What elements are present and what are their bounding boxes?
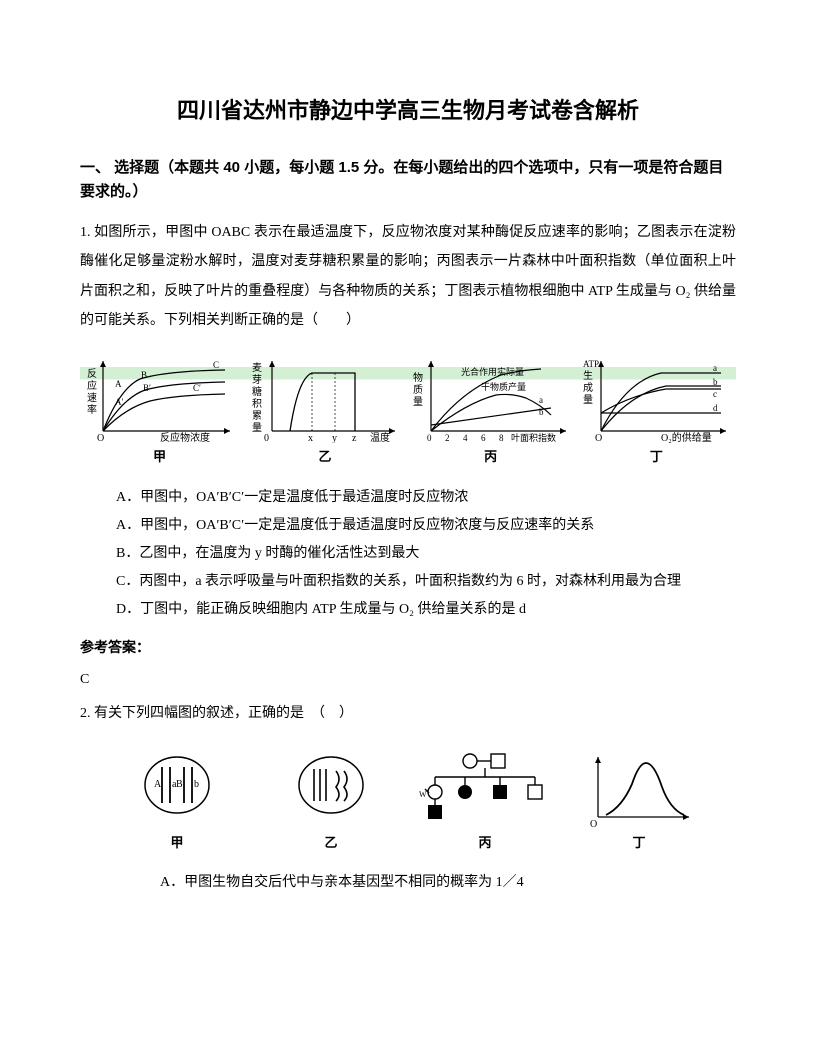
svg-text:a: a bbox=[539, 395, 543, 405]
question-2: 2. 有关下列四幅图的叙述，正确的是 （ ） A a B b 甲 bbox=[80, 699, 736, 897]
fig2-ding-caption: 丁 bbox=[562, 831, 716, 856]
svg-text:量: 量 bbox=[252, 422, 262, 434]
question-1: 1. 如图所示，甲图中 OABC 表示在最适温度下，反应物浓度对某种酶促反应速率… bbox=[80, 218, 736, 624]
section-header: 一、 选择题（本题共 40 小题，每小题 1.5 分。在每小题给出的四个选项中，… bbox=[80, 156, 736, 204]
q1-figures: 反 应 速 率 A B C A′ B′ C′ O 反应物浓度 甲 bbox=[80, 349, 736, 470]
q1-opt-a1: A．甲图中，OA′B′C′一定是温度低于最适温度时反应物浓 bbox=[102, 484, 736, 512]
svg-text:4: 4 bbox=[463, 433, 468, 443]
svg-text:2: 2 bbox=[445, 433, 450, 443]
svg-text:芽: 芽 bbox=[252, 373, 262, 386]
svg-text:物: 物 bbox=[413, 371, 423, 384]
q2-figures: A a B b 甲 乙 bbox=[80, 749, 736, 856]
svg-text:A′: A′ bbox=[115, 397, 123, 407]
svg-text:c: c bbox=[713, 389, 717, 399]
svg-text:ATP: ATP bbox=[583, 359, 599, 369]
svg-text:O₂的供给量: O₂的供给量 bbox=[661, 431, 712, 443]
svg-text:麦: 麦 bbox=[252, 362, 262, 374]
q1-opt-a2: A．甲图中，OA′B′C′一定是温度低于最适温度时反应物浓度与反应速率的关系 bbox=[102, 512, 736, 540]
q1-opt-d: D．丁图中，能正确反映细胞内 ATP 生成量与 O₂ 供给量关系的是 d bbox=[102, 596, 736, 624]
svg-text:B: B bbox=[176, 779, 183, 790]
svg-text:C′: C′ bbox=[193, 383, 201, 393]
svg-text:率: 率 bbox=[87, 403, 97, 416]
fig2-jia-caption: 甲 bbox=[100, 831, 254, 856]
fig2-yi: 乙 bbox=[254, 749, 408, 856]
svg-text:a: a bbox=[713, 363, 717, 373]
svg-text:成: 成 bbox=[583, 382, 593, 394]
svg-text:速: 速 bbox=[87, 392, 97, 404]
svg-text:0: 0 bbox=[264, 433, 269, 443]
svg-text:干物质产量: 干物质产量 bbox=[481, 381, 526, 392]
svg-text:积: 积 bbox=[252, 398, 262, 410]
svg-text:A: A bbox=[154, 779, 162, 790]
q1-answer: C bbox=[80, 667, 736, 694]
svg-text:C: C bbox=[213, 360, 219, 370]
svg-text:光合作用实际量: 光合作用实际量 bbox=[461, 366, 524, 377]
svg-text:0: 0 bbox=[427, 433, 432, 443]
svg-text:8: 8 bbox=[499, 433, 504, 443]
svg-text:b: b bbox=[713, 377, 718, 387]
svg-text:应: 应 bbox=[87, 379, 97, 392]
page-title: 四川省达州市静边中学高三生物月考试卷含解析 bbox=[80, 90, 736, 132]
fig2-bing-caption: 丙 bbox=[408, 831, 562, 856]
fig-ding-caption: 丁 bbox=[577, 445, 736, 470]
svg-text:质: 质 bbox=[413, 384, 423, 396]
svg-text:6: 6 bbox=[481, 433, 486, 443]
svg-text:B: B bbox=[141, 370, 147, 380]
answer-label: 参考答案： bbox=[80, 634, 736, 661]
svg-text:B′: B′ bbox=[143, 383, 151, 393]
fig-ding: ATP 生 成 量 a b c d O O₂的供给量 丁 bbox=[577, 353, 736, 470]
fig-bing: 物 质 量 光合作用实际量 干物质产量 a b 0 2 4 6 8 叶面积指数 … bbox=[411, 353, 571, 470]
svg-text:b: b bbox=[539, 407, 544, 417]
svg-text:反应物浓度: 反应物浓度 bbox=[160, 431, 210, 443]
svg-text:O: O bbox=[97, 433, 104, 443]
q2-stem: 2. 有关下列四幅图的叙述，正确的是 （ ） bbox=[80, 699, 736, 728]
fig2-jia: A a B b 甲 bbox=[100, 749, 254, 856]
svg-text:量: 量 bbox=[413, 396, 423, 408]
svg-text:x: x bbox=[308, 433, 313, 443]
svg-text:O: O bbox=[590, 819, 597, 829]
svg-text:y: y bbox=[332, 433, 337, 443]
svg-text:A: A bbox=[115, 379, 122, 389]
fig-yi: 麦 芽 糖 积 累 量 0 x y z 温度 乙 bbox=[245, 353, 404, 470]
fig-bing-caption: 丙 bbox=[411, 445, 571, 470]
fig-yi-caption: 乙 bbox=[245, 445, 404, 470]
svg-text:O: O bbox=[595, 433, 602, 443]
svg-text:b: b bbox=[194, 779, 199, 790]
q2-opt-a: A．甲图生物自交后代中与亲本基因型不相同的概率为 1／4 bbox=[102, 869, 736, 897]
svg-text:累: 累 bbox=[252, 410, 262, 422]
fig-jia: 反 应 速 率 A B C A′ B′ C′ O 反应物浓度 甲 bbox=[80, 353, 239, 470]
fig-jia-caption: 甲 bbox=[80, 445, 239, 470]
fig2-bing: W 丙 bbox=[408, 749, 562, 856]
svg-text:量: 量 bbox=[583, 394, 593, 406]
svg-text:糖: 糖 bbox=[252, 385, 262, 398]
fig2-yi-caption: 乙 bbox=[254, 831, 408, 856]
q1-opt-b: B．乙图中，在温度为 y 时酶的催化活性达到最大 bbox=[102, 540, 736, 568]
svg-text:生: 生 bbox=[583, 369, 593, 382]
svg-text:叶面积指数: 叶面积指数 bbox=[511, 432, 556, 443]
fig2-ding: O 丁 bbox=[562, 749, 716, 856]
svg-text:W: W bbox=[419, 790, 427, 799]
svg-text:z: z bbox=[352, 433, 357, 443]
svg-text:d: d bbox=[713, 403, 718, 413]
svg-text:温度: 温度 bbox=[370, 431, 390, 443]
q1-opt-c: C．丙图中，a 表示呼吸量与叶面积指数的关系，叶面积指数约为 6 时，对森林利用… bbox=[102, 568, 736, 596]
q1-intro: 1. 如图所示，甲图中 OABC 表示在最适温度下，反应物浓度对某种酶促反应速率… bbox=[80, 218, 736, 336]
ylabel: 反 bbox=[87, 368, 97, 380]
